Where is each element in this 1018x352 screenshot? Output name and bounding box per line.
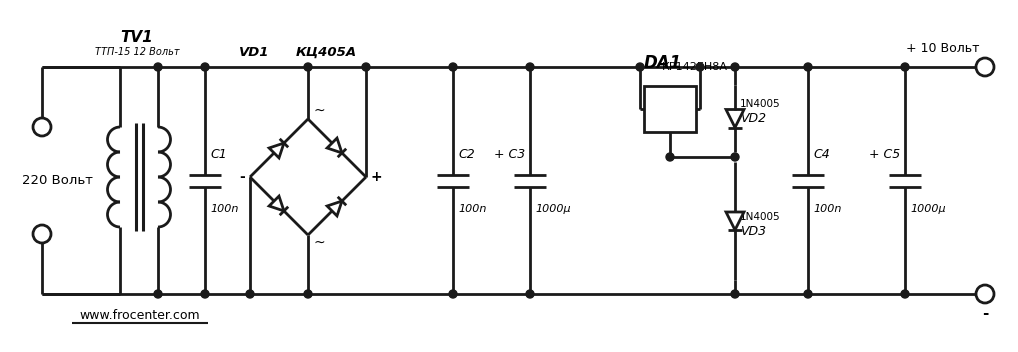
Text: 100n: 100n (813, 205, 841, 214)
Circle shape (976, 285, 994, 303)
Text: + 10 Вольт: + 10 Вольт (906, 42, 980, 55)
Circle shape (304, 290, 312, 298)
Circle shape (201, 63, 209, 71)
Text: VD2: VD2 (740, 112, 767, 125)
Circle shape (636, 63, 644, 71)
Text: + C3: + C3 (494, 147, 525, 161)
Text: ТТП-15 12 Вольт: ТТП-15 12 Вольт (95, 47, 179, 57)
Circle shape (246, 290, 254, 298)
Circle shape (976, 58, 994, 76)
Circle shape (901, 63, 909, 71)
Text: ~: ~ (314, 236, 326, 250)
Text: 1N4005: 1N4005 (740, 213, 781, 222)
Circle shape (304, 63, 312, 71)
Circle shape (526, 290, 534, 298)
Circle shape (449, 63, 457, 71)
Text: 100n: 100n (210, 205, 238, 214)
Circle shape (696, 63, 704, 71)
Circle shape (33, 225, 51, 243)
Text: VD3: VD3 (740, 225, 767, 238)
Circle shape (449, 290, 457, 298)
Text: + C5: + C5 (868, 147, 900, 161)
Text: 100n: 100n (458, 205, 487, 214)
Text: КР142ЕН8А: КР142ЕН8А (662, 62, 728, 72)
Text: -: - (239, 170, 245, 184)
Circle shape (804, 63, 812, 71)
Text: www.frocenter.com: www.frocenter.com (79, 309, 201, 322)
Text: 1000μ: 1000μ (535, 205, 571, 214)
Text: 1000μ: 1000μ (910, 205, 946, 214)
Text: VD1: VD1 (239, 46, 269, 59)
Circle shape (201, 290, 209, 298)
Circle shape (526, 63, 534, 71)
Circle shape (666, 153, 674, 161)
Circle shape (901, 290, 909, 298)
Text: C4: C4 (813, 147, 830, 161)
Circle shape (362, 63, 370, 71)
Text: КЦ405А: КЦ405А (295, 46, 356, 59)
Circle shape (804, 290, 812, 298)
Text: 1N4005: 1N4005 (740, 99, 781, 109)
Text: DA1: DA1 (644, 54, 682, 72)
Bar (644, 86, 696, 132)
Circle shape (154, 63, 162, 71)
Circle shape (731, 290, 739, 298)
Text: TV1: TV1 (120, 30, 154, 45)
Text: ~: ~ (314, 104, 326, 118)
Circle shape (731, 153, 739, 161)
Circle shape (33, 118, 51, 136)
Text: +: + (371, 170, 383, 184)
Circle shape (154, 290, 162, 298)
Text: 220 Вольт: 220 Вольт (22, 174, 93, 187)
Text: -: - (981, 306, 988, 321)
Text: C2: C2 (458, 147, 474, 161)
Text: C1: C1 (210, 147, 227, 161)
Circle shape (731, 63, 739, 71)
